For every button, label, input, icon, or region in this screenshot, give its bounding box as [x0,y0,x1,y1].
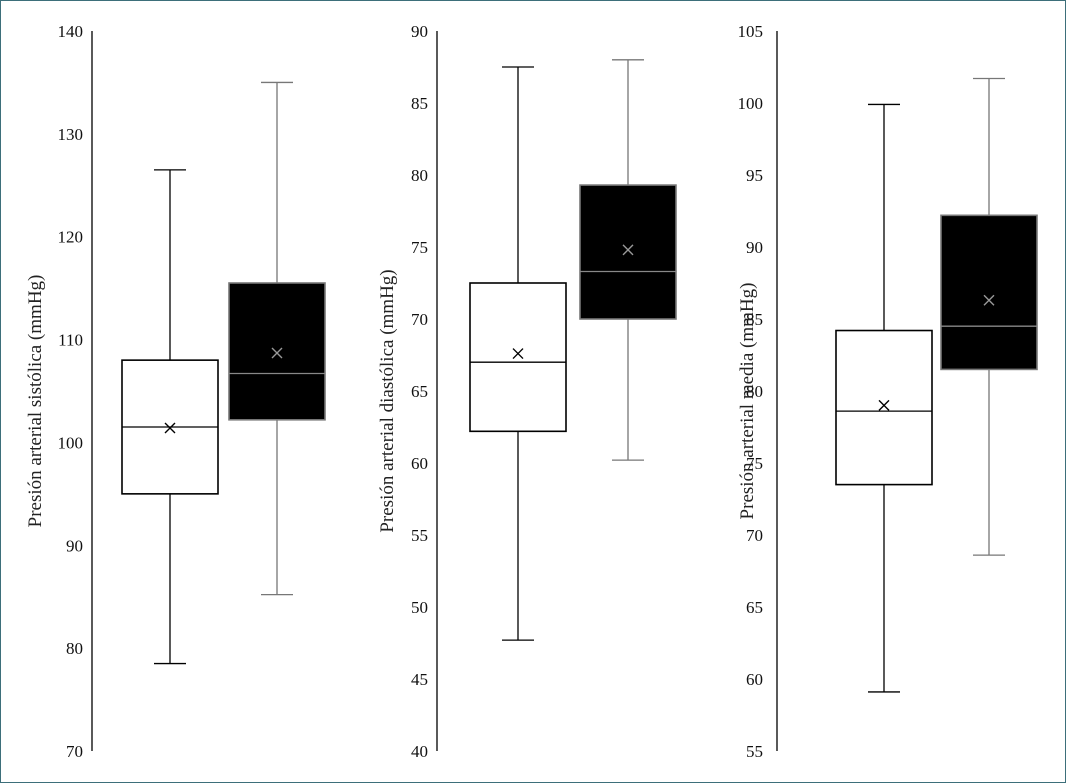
y-tick-label: 100 [58,433,84,452]
box-iqr [835,329,933,486]
mean-marker [164,422,176,434]
y-axis-label: Presión arterial media (mmHg) [737,283,758,520]
y-tick-label: 95 [746,166,763,185]
y-tick-label: 110 [58,331,83,350]
y-axis-label: Presión arterial diastólica (mmHg) [377,269,398,532]
y-tick-label: 140 [58,22,84,41]
mean-marker [512,348,524,360]
box-iqr [579,184,677,320]
y-tick-label: 65 [411,382,428,401]
y-tick-label: 90 [66,536,83,555]
y-axis-label: Presión arterial sistólica (mmHg) [25,275,46,528]
y-tick-label: 75 [411,238,428,257]
y-tick-label: 60 [746,670,763,689]
y-tick-label: 70 [411,310,428,329]
mean-marker [271,347,283,359]
y-tick-label: 65 [746,598,763,617]
y-tick-label: 85 [411,94,428,113]
y-tick-label: 130 [58,125,84,144]
y-tick-label: 100 [738,94,764,113]
mean-marker [622,244,634,256]
box-iqr [940,214,1038,371]
box-iqr [228,282,326,421]
y-tick-label: 70 [746,526,763,545]
y-tick-label: 50 [411,598,428,617]
y-tick-label: 75 [746,454,763,473]
y-tick-label: 40 [411,742,428,761]
y-tick-label: 60 [411,454,428,473]
y-tick-label: 80 [66,639,83,658]
y-tick-label: 80 [746,382,763,401]
y-tick-label: 55 [411,526,428,545]
mean-marker [983,294,995,306]
y-tick-label: 80 [411,166,428,185]
y-tick-label: 105 [738,22,764,41]
y-tick-label: 55 [746,742,763,761]
y-tick-label: 85 [746,310,763,329]
y-tick-label: 90 [411,22,428,41]
box-iqr [469,282,567,433]
mean-marker [878,399,890,411]
y-tick-label: 120 [58,228,84,247]
y-tick-label: 90 [746,238,763,257]
y-tick-label: 45 [411,670,428,689]
y-tick-label: 70 [66,742,83,761]
